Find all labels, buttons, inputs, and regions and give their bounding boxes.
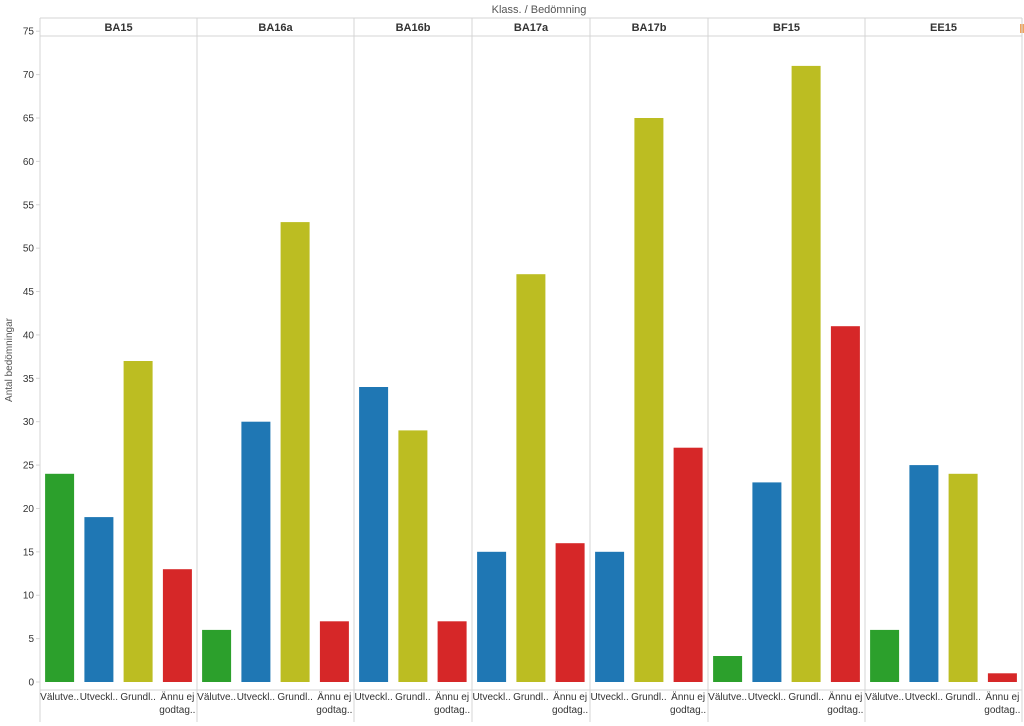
pane-bf15: BF15 Välutve.. Utveckl.. Grundl.. Ännu ej god… xyxy=(708,18,866,722)
y-tick-label: 50 xyxy=(23,244,35,255)
bar-bf15-utvecklat xyxy=(752,482,782,682)
pane-ba17a: BA17a Utveckl.. Grundl.. Ännu ej godtag.. xyxy=(472,18,591,722)
bar-ba15--nnu-ej-godtagbart xyxy=(162,569,192,682)
y-tick-label: 75 xyxy=(23,27,35,38)
bar-ba16a--nnu-ej-godtagbart xyxy=(319,621,349,682)
y-tick-label: 30 xyxy=(23,417,35,428)
x-category-label: Ännu ej xyxy=(985,691,1019,703)
pane-ee15: EE15 Välutve.. Utveckl.. Grundl.. Ännu ej god… xyxy=(865,18,1023,722)
bar-ba16a-grundl-ggande xyxy=(280,222,310,682)
x-category-label: Grundl.. xyxy=(277,692,313,703)
x-category-label: Ännu ej xyxy=(160,691,194,703)
pane-label: BA15 xyxy=(104,22,132,34)
pane-ba15: BA15 Välutve.. Utveckl.. Grundl.. Ännu ej god… xyxy=(40,18,198,722)
bar-ee15-utvecklat xyxy=(909,465,939,682)
x-category-label: Ännu ej xyxy=(553,691,587,703)
x-category-label: godtag.. xyxy=(827,705,863,716)
x-category-label: Ännu ej xyxy=(317,691,351,703)
chart-frame xyxy=(39,17,1024,722)
bar-bf15--nnu-ej-godtagbart xyxy=(830,326,860,682)
pane-ba17b: BA17b Utveckl.. Grundl.. Ännu ej godtag.. xyxy=(590,18,709,722)
x-category-label: Välutve.. xyxy=(708,692,747,703)
pane-label: BA16a xyxy=(258,22,293,34)
bar-ba17a-grundl-ggande xyxy=(516,274,546,682)
y-axis-title: Antal bedömningar xyxy=(4,317,15,402)
bar-ba15-grundl-ggande xyxy=(123,361,153,682)
bar-ba16a-utvecklat xyxy=(241,421,271,682)
x-category-label: Grundl.. xyxy=(513,692,549,703)
bar-ee15--nnu-ej-godtagbart xyxy=(987,673,1017,682)
pane-label: BA17b xyxy=(632,22,667,34)
bar-ba17a-utvecklat xyxy=(477,551,507,682)
x-category-label: Grundl.. xyxy=(788,692,824,703)
x-category-label: godtag.. xyxy=(316,705,352,716)
x-category-label: Grundl.. xyxy=(120,692,156,703)
y-tick-label: 40 xyxy=(23,330,35,341)
x-category-label: Ännu ej xyxy=(435,691,469,703)
chart-header-title: Klass. / Bedömning xyxy=(492,4,587,16)
x-category-label: Ännu ej xyxy=(828,691,862,703)
y-tick-label: 55 xyxy=(23,200,35,211)
pane-label: BA16b xyxy=(396,22,431,34)
y-tick-label: 35 xyxy=(23,374,35,385)
pane-label: BF15 xyxy=(773,22,800,34)
bar-ba17b-utvecklat xyxy=(595,551,625,682)
x-category-label: Grundl.. xyxy=(631,692,667,703)
x-category-label: godtag.. xyxy=(670,705,706,716)
x-category-label: Utveckl.. xyxy=(748,692,786,703)
bar-ba16b-grundl-ggande xyxy=(398,430,428,682)
y-tick-label: 5 xyxy=(28,634,34,645)
x-category-label: Välutve.. xyxy=(40,692,79,703)
y-tick-label: 0 xyxy=(28,678,34,689)
x-category-label: Grundl.. xyxy=(395,692,431,703)
y-tick-label: 20 xyxy=(23,504,35,515)
x-category-label: Utveckl.. xyxy=(354,692,392,703)
y-tick-label: 70 xyxy=(23,70,35,81)
bar-ba15-utvecklat xyxy=(84,517,114,682)
x-category-label: Välutve.. xyxy=(197,692,236,703)
x-category-label: Utveckl.. xyxy=(472,692,510,703)
bar-ba15-v-lutvecklat xyxy=(45,473,75,682)
pane-ba16b: BA16b Utveckl.. Grundl.. Ännu ej godtag.. xyxy=(354,18,473,722)
pane-label: BA17a xyxy=(514,22,549,34)
bar-ba17a--nnu-ej-godtagbart xyxy=(555,543,585,682)
x-category-label: Utveckl.. xyxy=(590,692,628,703)
bar-ba16a-v-lutvecklat xyxy=(202,629,232,682)
bar-bf15-v-lutvecklat xyxy=(713,656,743,682)
bar-bf15-grundl-ggande xyxy=(791,65,821,682)
pane-label: EE15 xyxy=(930,22,957,34)
x-category-label: godtag.. xyxy=(984,705,1020,716)
bar-ba16b-utvecklat xyxy=(359,387,389,682)
x-category-label: godtag.. xyxy=(159,705,195,716)
x-category-label: Välutve.. xyxy=(865,692,904,703)
y-tick-label: 25 xyxy=(23,461,35,472)
y-tick-label: 65 xyxy=(23,113,35,124)
bar-ee15-v-lutvecklat xyxy=(870,629,900,682)
bar-ba17b--nnu-ej-godtagbart xyxy=(673,447,703,682)
x-category-label: Grundl.. xyxy=(945,692,981,703)
y-axis: 0 5 10 15 20 25 30 35 40 45 50 55 60 65 70 75 xyxy=(23,27,40,689)
y-tick-label: 15 xyxy=(23,547,35,558)
y-tick-label: 10 xyxy=(23,591,35,602)
x-category-label: Ännu ej xyxy=(671,691,705,703)
x-category-label: godtag.. xyxy=(434,705,470,716)
y-tick-label: 45 xyxy=(23,287,35,298)
x-category-label: Utveckl.. xyxy=(237,692,275,703)
pane-ba16a: BA16a Välutve.. Utveckl.. Grundl.. Ännu ej go… xyxy=(197,18,355,722)
bar-ba17b-grundl-ggande xyxy=(634,118,664,682)
x-category-label: Utveckl.. xyxy=(905,692,943,703)
x-category-label: godtag.. xyxy=(552,705,588,716)
y-tick-label: 60 xyxy=(23,157,35,168)
x-category-label: Utveckl.. xyxy=(80,692,118,703)
bar-ba16b--nnu-ej-godtagbart xyxy=(437,621,467,682)
bar-ee15-grundl-ggande xyxy=(948,473,978,682)
